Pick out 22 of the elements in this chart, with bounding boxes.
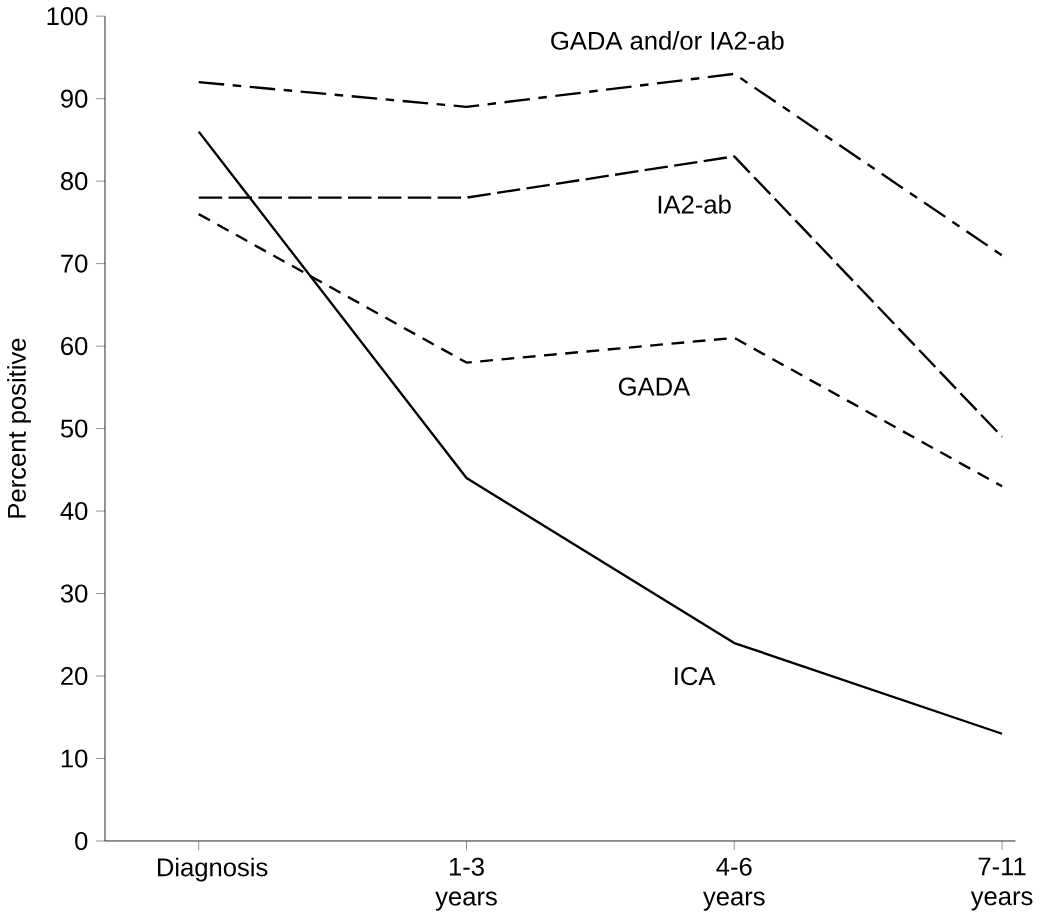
y-tick-label: 60 [61,337,88,356]
series-label: IA2-ab [658,194,731,214]
y-tick-label: 20 [61,667,88,686]
series-label: GADA and/or IA2-ab [551,31,784,50]
y-axis-title: Percent positive [7,338,31,518]
y-tick-label: 30 [60,584,88,603]
x-tick-label: 7-11 years [970,857,1033,911]
x-tick-label: 4-6 years [703,857,765,911]
y-tick-label: 100 [47,7,88,26]
y-tick-label: 40 [60,502,88,521]
line-series [197,72,1004,257]
y-tick-label: 50 [60,419,88,438]
y-tick-label: 70 [61,254,88,273]
x-tick-label: Diagnosis [157,857,268,882]
x-tick-label: 1-3 years [435,857,497,911]
y-tick-label: 80 [60,172,88,191]
line-series [197,130,1004,736]
series-label: GADA [618,377,691,396]
y-tick-label: 10 [61,749,88,768]
series-label: ICA [675,667,716,686]
y-tick-label: 90 [61,89,88,108]
y-tick-label: 0 [75,832,88,851]
